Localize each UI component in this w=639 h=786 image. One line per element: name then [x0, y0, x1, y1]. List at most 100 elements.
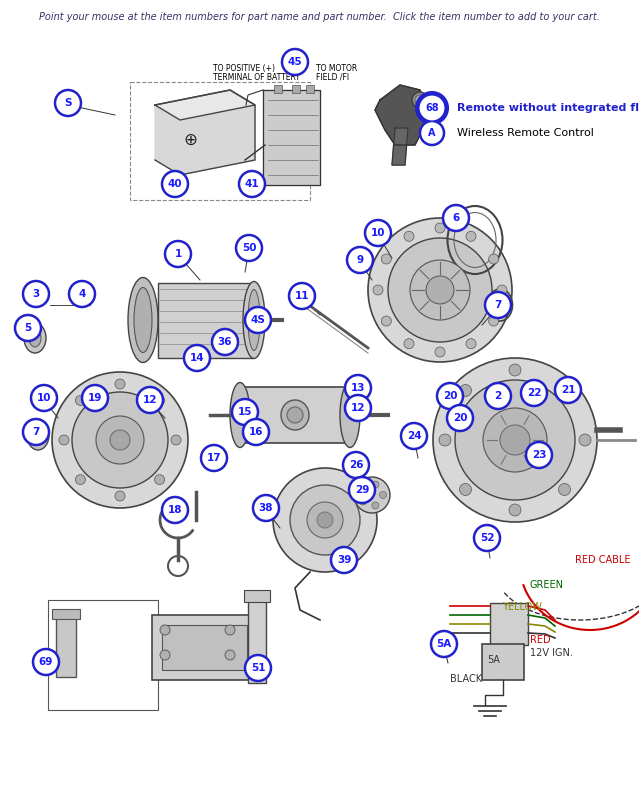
Circle shape — [349, 477, 375, 503]
Circle shape — [171, 435, 181, 445]
Ellipse shape — [281, 400, 309, 430]
Text: 21: 21 — [561, 385, 575, 395]
Bar — [292, 85, 300, 93]
Ellipse shape — [230, 383, 250, 447]
Ellipse shape — [243, 281, 265, 358]
Polygon shape — [155, 90, 255, 120]
Circle shape — [404, 231, 414, 241]
Ellipse shape — [128, 277, 158, 362]
Bar — [48, 600, 158, 710]
Text: 69: 69 — [39, 657, 53, 667]
Circle shape — [381, 254, 391, 264]
Circle shape — [137, 387, 163, 413]
Text: 52: 52 — [480, 533, 494, 543]
Circle shape — [69, 281, 95, 307]
Circle shape — [290, 485, 360, 555]
Text: 15: 15 — [238, 407, 252, 417]
Circle shape — [431, 631, 457, 657]
Text: 36: 36 — [218, 337, 232, 347]
Circle shape — [354, 477, 390, 513]
Text: 68: 68 — [425, 103, 439, 113]
Circle shape — [75, 475, 86, 485]
Text: 22: 22 — [527, 388, 541, 398]
Ellipse shape — [134, 288, 152, 352]
Text: 20: 20 — [443, 391, 458, 401]
Text: 7: 7 — [495, 300, 502, 310]
Circle shape — [23, 419, 49, 445]
Circle shape — [160, 625, 170, 635]
Circle shape — [115, 491, 125, 501]
Text: 6: 6 — [452, 213, 459, 223]
Circle shape — [404, 339, 414, 349]
Text: 1: 1 — [174, 249, 181, 259]
Text: 11: 11 — [295, 291, 309, 301]
Circle shape — [485, 292, 511, 318]
Circle shape — [273, 468, 377, 572]
Circle shape — [509, 504, 521, 516]
Ellipse shape — [340, 383, 360, 447]
Circle shape — [212, 329, 238, 355]
Text: 3: 3 — [33, 289, 40, 299]
Polygon shape — [392, 128, 408, 165]
Circle shape — [289, 283, 315, 309]
Bar — [490, 603, 528, 645]
Bar — [306, 85, 314, 93]
Ellipse shape — [32, 426, 44, 444]
Circle shape — [415, 95, 425, 105]
Circle shape — [33, 649, 59, 675]
Circle shape — [521, 380, 547, 406]
Circle shape — [360, 485, 367, 492]
Bar — [52, 609, 80, 619]
Circle shape — [380, 491, 387, 498]
Text: RED: RED — [530, 635, 551, 645]
Circle shape — [243, 419, 269, 445]
Circle shape — [59, 435, 69, 445]
Bar — [240, 387, 350, 443]
Circle shape — [509, 364, 521, 376]
Text: ⊕: ⊕ — [183, 131, 197, 149]
Circle shape — [368, 218, 512, 362]
Circle shape — [165, 241, 191, 267]
Circle shape — [372, 502, 379, 509]
Text: 7: 7 — [33, 427, 40, 437]
Circle shape — [489, 254, 498, 264]
Polygon shape — [263, 90, 320, 185]
Text: 17: 17 — [206, 453, 221, 463]
Text: 18: 18 — [168, 505, 182, 515]
Text: 10: 10 — [37, 393, 51, 403]
Circle shape — [526, 442, 552, 468]
Circle shape — [31, 385, 57, 411]
Circle shape — [373, 285, 383, 295]
Circle shape — [483, 408, 547, 472]
Circle shape — [160, 650, 170, 660]
Circle shape — [412, 92, 428, 108]
Circle shape — [162, 171, 188, 197]
Text: TO MOTOR: TO MOTOR — [316, 64, 357, 73]
Text: 12: 12 — [351, 403, 366, 413]
Text: RED CABLE: RED CABLE — [575, 555, 631, 565]
Text: 26: 26 — [349, 460, 363, 470]
Text: S: S — [65, 98, 72, 108]
Circle shape — [55, 90, 81, 116]
Circle shape — [201, 445, 227, 471]
Circle shape — [23, 281, 49, 307]
Polygon shape — [155, 90, 255, 175]
Circle shape — [307, 502, 343, 538]
Circle shape — [345, 375, 371, 401]
Circle shape — [184, 345, 210, 371]
Text: FIELD /FI: FIELD /FI — [316, 73, 349, 82]
Circle shape — [245, 655, 271, 681]
Circle shape — [459, 384, 472, 396]
Circle shape — [474, 525, 500, 551]
Bar — [248, 595, 266, 683]
Circle shape — [317, 512, 333, 528]
Bar — [482, 644, 524, 680]
Circle shape — [466, 339, 476, 349]
Text: TERMINAL OF BATTERY: TERMINAL OF BATTERY — [213, 73, 300, 82]
Circle shape — [331, 547, 357, 573]
Circle shape — [232, 399, 258, 425]
Polygon shape — [375, 85, 430, 145]
Ellipse shape — [24, 323, 46, 353]
Circle shape — [439, 434, 451, 446]
Circle shape — [365, 220, 391, 246]
